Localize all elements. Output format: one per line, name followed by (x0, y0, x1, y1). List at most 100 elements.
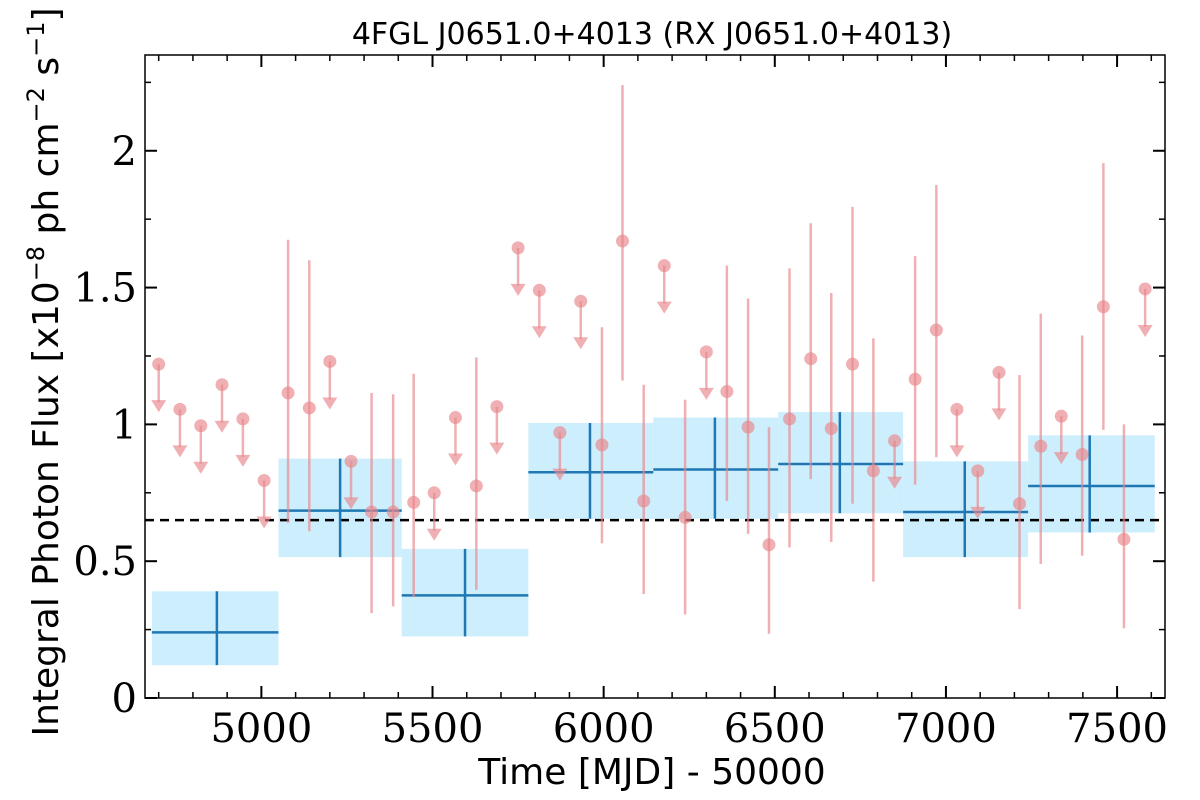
short-bin-point (344, 454, 358, 468)
y-axis-label-exp2: −2 (22, 87, 50, 122)
short-bin-point (323, 354, 337, 368)
short-bin-point (866, 464, 880, 478)
y-axis-label-exp1: −8 (22, 246, 50, 281)
short-bin-point (532, 283, 546, 297)
short-bin-point (699, 345, 713, 359)
short-bin-point (720, 385, 734, 399)
short-bin-point (762, 538, 776, 552)
upper-limit-arrow (447, 453, 463, 466)
x-tick-label: 5500 (382, 706, 484, 752)
short-bin-point (281, 386, 295, 400)
upper-limit-arrow (970, 506, 986, 519)
y-tick-label: 1.5 (73, 266, 137, 312)
short-bin-point (1054, 409, 1068, 423)
upper-limit-arrow (235, 454, 251, 467)
upper-limit-arrow (426, 528, 442, 541)
y-axis-label-exp3: −1 (22, 22, 50, 57)
upper-limit-arrow (656, 301, 672, 314)
upper-limit-arrow (489, 442, 505, 455)
short-bin-point (553, 426, 567, 440)
short-bin-point (365, 505, 379, 519)
upper-limit-arrow (343, 497, 359, 510)
short-bin-point (929, 323, 943, 337)
short-bin-point (657, 259, 671, 273)
short-bin-point (888, 434, 902, 448)
short-bin-point (950, 402, 964, 416)
upper-limit-arrow (1053, 452, 1069, 465)
y-tick-label: 0 (112, 676, 137, 722)
short-bin-point (511, 241, 525, 255)
upper-limit-arrow (193, 461, 209, 474)
upper-limit-arrow (322, 397, 338, 410)
upper-limit-arrow (531, 326, 547, 339)
plot-border (144, 54, 1166, 699)
y-tick-label: 1 (112, 402, 137, 448)
upper-limit-arrow (573, 337, 589, 350)
upper-limit-arrow (552, 468, 568, 481)
short-bin-point (908, 372, 922, 386)
short-bin-point (448, 411, 462, 425)
long-bin-box (151, 591, 279, 666)
chart-title: 4FGL J0651.0+4013 (RX J0651.0+4013) (352, 17, 952, 52)
short-bin-point (427, 486, 441, 500)
short-bin-point (236, 412, 250, 426)
upper-limit-arrow (887, 476, 903, 489)
upper-limit-arrow (214, 420, 230, 433)
short-bin-point (824, 421, 838, 435)
upper-limit-arrow (1137, 324, 1153, 337)
short-bin-point (992, 365, 1006, 379)
short-bin-point (678, 510, 692, 524)
short-bin-point (1117, 532, 1131, 546)
y-tick-label: 2 (112, 129, 137, 175)
x-tick-label: 7000 (895, 706, 997, 752)
upper-limit-arrow (151, 400, 167, 413)
short-bin-point (1034, 439, 1048, 453)
long-bin-error-boxes (151, 412, 1155, 666)
upper-limit-arrow (698, 387, 714, 400)
short-bin-point (469, 479, 483, 493)
plot-frame (144, 54, 1166, 699)
short-bin-point (845, 357, 859, 371)
upper-limit-arrow (172, 445, 188, 458)
x-tick-label: 7500 (1066, 706, 1168, 752)
short-bin-point (783, 412, 797, 426)
short-bin-point (215, 378, 229, 392)
y-axis-label-base: Integral Photon Flux [x10 (26, 281, 67, 736)
long-bin-crosses (151, 412, 1155, 666)
short-bin-point (386, 505, 400, 519)
short-bin-point (302, 401, 316, 415)
short-bin-point (637, 494, 651, 508)
long-bin-box (1028, 435, 1155, 533)
short-bin-points (151, 85, 1153, 634)
y-axis-label-mid: ph cm (26, 122, 67, 245)
short-bin-point (615, 234, 629, 248)
short-bin-point (1096, 300, 1110, 314)
x-tick-label: 6000 (553, 706, 655, 752)
short-bin-point (152, 357, 166, 371)
short-bin-point (173, 402, 187, 416)
x-axis-label: Time [MJD] - 50000 (477, 752, 825, 793)
axis-ticks: 5000 5500 6000 6500 7000 7500 0 0.5 1 1.5 2 (73, 55, 1168, 752)
short-bin-point (804, 352, 818, 366)
short-bin-point (1013, 497, 1027, 511)
y-axis-label-mid2: s (26, 57, 67, 87)
short-bin-point (971, 464, 985, 478)
x-tick-label: 6500 (724, 706, 826, 752)
short-bin-point (1138, 282, 1152, 296)
y-tick-label: 0.5 (73, 539, 137, 585)
short-bin-point (490, 400, 504, 414)
short-bin-point (194, 419, 208, 433)
short-bin-point (741, 420, 755, 434)
short-bin-point (1075, 447, 1089, 461)
y-axis-label-end: ] (26, 7, 67, 21)
short-bin-point (595, 438, 609, 452)
short-bin-point (574, 294, 588, 308)
x-tick-label: 5000 (210, 706, 312, 752)
upper-limit-arrow (949, 445, 965, 458)
short-bin-point (407, 495, 421, 509)
upper-limit-arrow (510, 283, 526, 296)
upper-limit-arrow (991, 408, 1007, 421)
y-axis-label: Integral Photon Flux [x10−8 ph cm−2 s−1] (22, 7, 67, 736)
upper-limit-arrow (256, 516, 272, 529)
